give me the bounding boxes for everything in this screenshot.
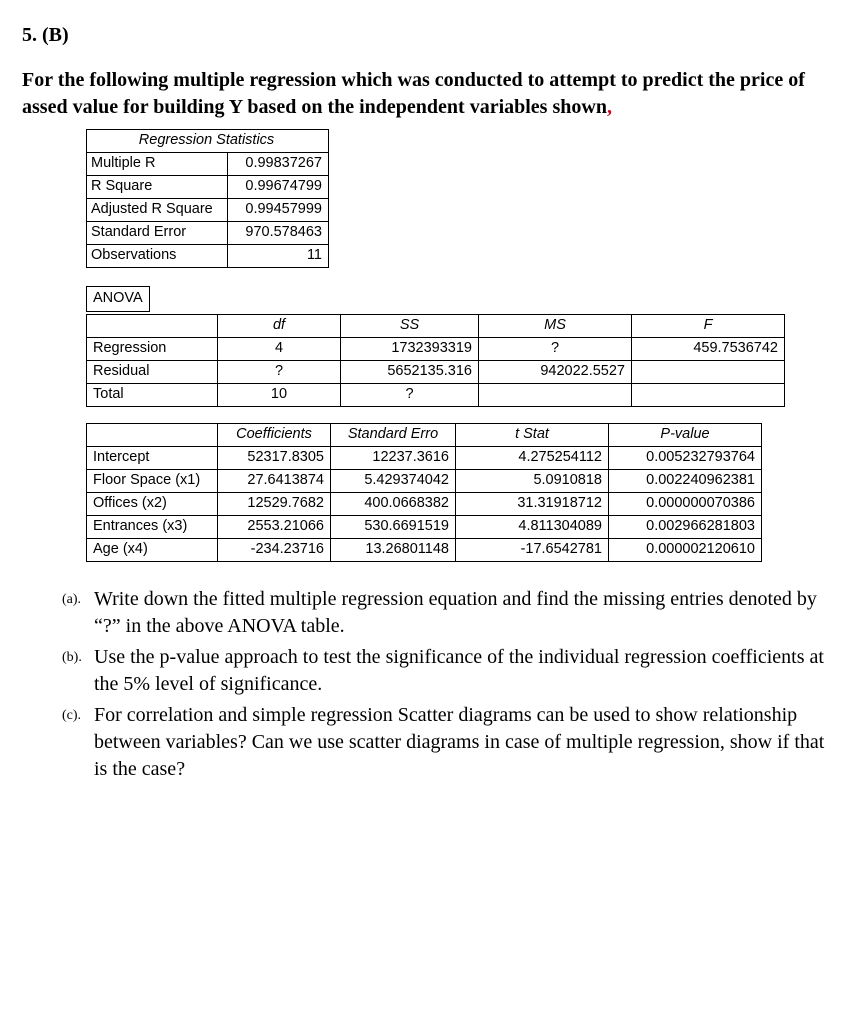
table-row: Standard Error 970.578463	[87, 222, 329, 245]
anova-ss: 1732393319	[341, 337, 479, 360]
coef-p: 0.000002120610	[609, 538, 762, 561]
anova-header-row: df SS MS F	[87, 314, 785, 337]
coef-value: 27.6413874	[218, 469, 331, 492]
coef-name: Offices (x2)	[87, 492, 218, 515]
table-row: R Square 0.99674799	[87, 176, 329, 199]
coef-t: 5.0910818	[456, 469, 609, 492]
question-number: 5. (B)	[22, 22, 825, 49]
question-tag: (b).	[62, 644, 94, 698]
table-row: Total 10 ?	[87, 383, 785, 406]
coef-name: Floor Space (x1)	[87, 469, 218, 492]
coef-name: Entrances (x3)	[87, 515, 218, 538]
coef-se: 12237.3616	[331, 446, 456, 469]
anova-df: 10	[218, 383, 341, 406]
question-prompt: For the following multiple regression wh…	[22, 67, 825, 121]
prompt-trailing-comma: ,	[607, 96, 612, 118]
coef-header-se: Standard Erro	[331, 423, 456, 446]
anova-source: Residual	[87, 360, 218, 383]
reg-stat-label: Observations	[87, 245, 228, 268]
reg-stat-value: 0.99674799	[228, 176, 329, 199]
reg-stats-title: Regression Statistics	[87, 130, 329, 153]
table-row: Observations 11	[87, 245, 329, 268]
reg-stat-value: 11	[228, 245, 329, 268]
table-row: Multiple R 0.99837267	[87, 153, 329, 176]
coef-name: Intercept	[87, 446, 218, 469]
reg-stat-value: 0.99457999	[228, 199, 329, 222]
reg-stat-value: 970.578463	[228, 222, 329, 245]
question-text: Write down the fitted multiple regressio…	[94, 586, 825, 640]
question-b: (b). Use the p-value approach to test th…	[62, 644, 825, 698]
anova-f	[632, 383, 785, 406]
coef-header-t: t Stat	[456, 423, 609, 446]
coef-p: 0.002966281803	[609, 515, 762, 538]
question-text: Use the p-value approach to test the sig…	[94, 644, 825, 698]
coef-p: 0.005232793764	[609, 446, 762, 469]
anova-header-ss: SS	[341, 314, 479, 337]
coef-value: 12529.7682	[218, 492, 331, 515]
anova-source: Total	[87, 383, 218, 406]
anova-df: ?	[218, 360, 341, 383]
anova-ms: 942022.5527	[479, 360, 632, 383]
coef-t: 4.275254112	[456, 446, 609, 469]
coef-header-p: P-value	[609, 423, 762, 446]
anova-ms	[479, 383, 632, 406]
coef-se: 13.26801148	[331, 538, 456, 561]
coefficients-table: Coefficients Standard Erro t Stat P-valu…	[86, 423, 762, 562]
coef-se: 400.0668382	[331, 492, 456, 515]
anova-header-ms: MS	[479, 314, 632, 337]
table-row: Residual ? 5652135.316 942022.5527	[87, 360, 785, 383]
anova-df: 4	[218, 337, 341, 360]
coef-t: 31.31918712	[456, 492, 609, 515]
table-row: Entrances (x3) 2553.21066 530.6691519 4.…	[87, 515, 762, 538]
table-row: Adjusted R Square 0.99457999	[87, 199, 329, 222]
reg-stat-label: Multiple R	[87, 153, 228, 176]
coef-t: 4.811304089	[456, 515, 609, 538]
table-row: Floor Space (x1) 27.6413874 5.429374042 …	[87, 469, 762, 492]
anova-title: ANOVA	[86, 286, 150, 312]
regression-statistics-table: Regression Statistics Multiple R 0.99837…	[86, 129, 329, 268]
anova-header-source	[87, 314, 218, 337]
anova-header-df: df	[218, 314, 341, 337]
reg-stat-label: Standard Error	[87, 222, 228, 245]
coef-header-row: Coefficients Standard Erro t Stat P-valu…	[87, 423, 762, 446]
question-c: (c). For correlation and simple regressi…	[62, 702, 825, 783]
reg-stat-label: R Square	[87, 176, 228, 199]
question-tag: (c).	[62, 702, 94, 783]
table-row: Intercept 52317.8305 12237.3616 4.275254…	[87, 446, 762, 469]
coef-value: 2553.21066	[218, 515, 331, 538]
coef-p: 0.002240962381	[609, 469, 762, 492]
question-tag: (a).	[62, 586, 94, 640]
anova-table: df SS MS F Regression 4 1732393319 ? 459…	[86, 314, 785, 407]
table-row: Age (x4) -234.23716 13.26801148 -17.6542…	[87, 538, 762, 561]
coef-value: 52317.8305	[218, 446, 331, 469]
coef-name: Age (x4)	[87, 538, 218, 561]
coef-t: -17.6542781	[456, 538, 609, 561]
question-a: (a). Write down the fitted multiple regr…	[62, 586, 825, 640]
anova-header-f: F	[632, 314, 785, 337]
coef-header-name	[87, 423, 218, 446]
sub-questions: (a). Write down the fitted multiple regr…	[62, 586, 825, 783]
anova-f	[632, 360, 785, 383]
table-row: Offices (x2) 12529.7682 400.0668382 31.3…	[87, 492, 762, 515]
reg-stat-value: 0.99837267	[228, 153, 329, 176]
anova-ms: ?	[479, 337, 632, 360]
coef-se: 530.6691519	[331, 515, 456, 538]
coef-se: 5.429374042	[331, 469, 456, 492]
coef-value: -234.23716	[218, 538, 331, 561]
reg-stat-label: Adjusted R Square	[87, 199, 228, 222]
anova-ss: 5652135.316	[341, 360, 479, 383]
coef-header-coef: Coefficients	[218, 423, 331, 446]
anova-f: 459.7536742	[632, 337, 785, 360]
coef-p: 0.000000070386	[609, 492, 762, 515]
table-row: Regression 4 1732393319 ? 459.7536742	[87, 337, 785, 360]
anova-source: Regression	[87, 337, 218, 360]
question-text: For correlation and simple regression Sc…	[94, 702, 825, 783]
anova-ss: ?	[341, 383, 479, 406]
prompt-text: For the following multiple regression wh…	[22, 69, 805, 118]
